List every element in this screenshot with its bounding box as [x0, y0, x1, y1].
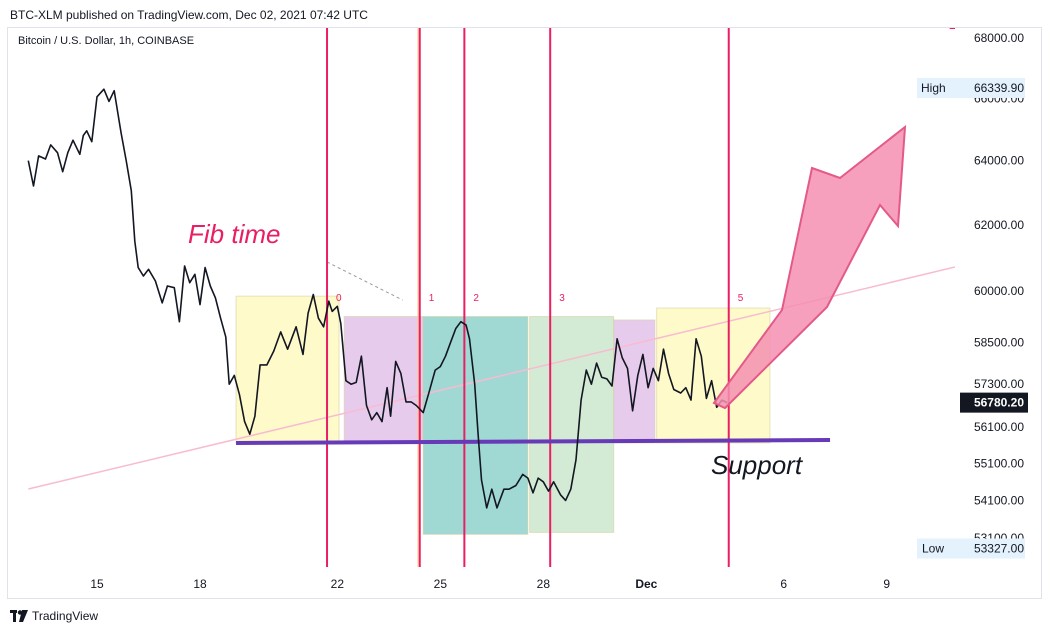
y-tick-label: 54100.00: [974, 493, 1024, 507]
x-tick-label: 28: [537, 577, 551, 591]
high-label: High: [921, 81, 946, 95]
fib-connector: [326, 261, 403, 301]
publish-info: BTC-XLM published on TradingView.com, De…: [10, 8, 368, 22]
x-tick-label: 9: [883, 577, 890, 591]
x-tick-label: 15: [90, 577, 104, 591]
y-tick-label: 57300.00: [974, 377, 1024, 391]
fib-time-label: 5: [738, 293, 744, 304]
fib-time-text: Fib time: [188, 219, 280, 249]
y-tick-label: 68000.00: [974, 31, 1024, 45]
tradingview-brand[interactable]: TradingView: [10, 609, 98, 623]
time-box: [613, 319, 656, 444]
support-line: [236, 438, 831, 445]
last-price-tag: [960, 392, 1028, 413]
last-price-value: 56780.20: [974, 396, 1024, 410]
fib-time-label: 2: [473, 293, 479, 304]
symbol-legend: Bitcoin / U.S. Dollar, 1h, COINBASE: [18, 35, 195, 47]
support-text: Support: [711, 450, 804, 480]
y-tick-label: 56100.00: [974, 420, 1024, 434]
y-tick-label: 62000.00: [974, 218, 1024, 232]
time-box: [529, 316, 615, 533]
low-label: Low: [922, 542, 944, 556]
price-line: [27, 88, 728, 509]
x-tick-label: 22: [331, 577, 345, 591]
time-box: [422, 316, 529, 535]
brand-label: TradingView: [32, 609, 99, 623]
arrow-shape: [712, 124, 907, 410]
y-tick-label: 60000.00: [974, 284, 1024, 298]
x-tick-label: Dec: [635, 577, 657, 591]
tradingview-logo-icon: [10, 610, 28, 622]
low-tag: [917, 538, 1025, 559]
time-box: [235, 295, 340, 444]
x-tick-label: 25: [434, 577, 448, 591]
high-tag: [917, 77, 1025, 98]
fib-time-label: 0: [336, 293, 342, 304]
high-value: 66339.90: [974, 81, 1024, 95]
y-tick-label: 58500.00: [974, 335, 1024, 349]
fib-time-label: 3: [559, 293, 565, 304]
x-tick-label: 6: [780, 577, 787, 591]
y-tick-label: 55100.00: [974, 456, 1024, 470]
x-tick-label: 18: [193, 577, 207, 591]
y-tick-label: 64000.00: [974, 154, 1024, 168]
fib-time-label: 1: [429, 293, 435, 304]
low-value: 53327.00: [974, 542, 1024, 556]
chart-frame: [7, 27, 1042, 599]
